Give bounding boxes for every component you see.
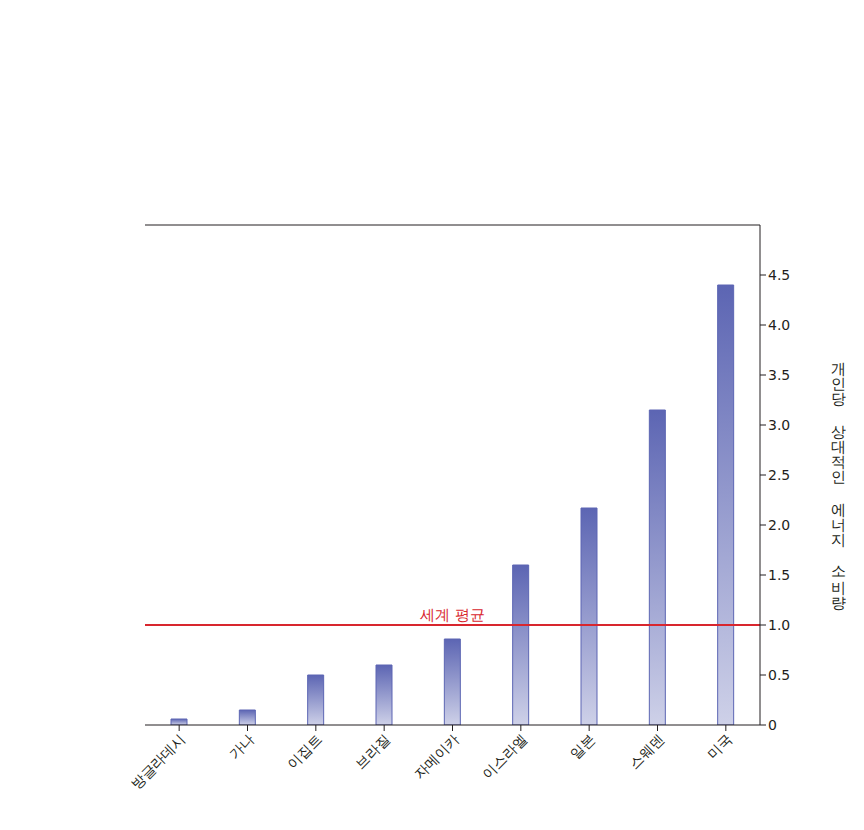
svg-text:일본: 일본 <box>567 731 598 762</box>
svg-text:브라질: 브라질 <box>352 731 393 772</box>
svg-text:이집트: 이집트 <box>284 731 325 772</box>
svg-text:3.5: 3.5 <box>768 367 790 383</box>
svg-text:1.0: 1.0 <box>768 617 790 633</box>
html-text:개인당 상대적인 에너지 소비량: 개인당 상대적인 에너지 소비량 <box>829 350 848 600</box>
svg-text:이스라엘: 이스라엘 <box>479 731 530 782</box>
svg-text:스웨덴: 스웨덴 <box>626 731 667 772</box>
svg-text:방글라데시: 방글라데시 <box>128 731 189 792</box>
svg-text:0: 0 <box>768 717 777 733</box>
svg-text:2.5: 2.5 <box>768 467 790 483</box>
svg-text:0.5: 0.5 <box>768 667 790 683</box>
svg-text:자메이카: 자메이카 <box>411 731 462 782</box>
svg-text:1.5: 1.5 <box>768 567 790 583</box>
svg-text:3.0: 3.0 <box>768 417 790 433</box>
svg-text:미국: 미국 <box>704 731 735 762</box>
svg-text:4.5: 4.5 <box>768 267 790 283</box>
svg-text:2.0: 2.0 <box>768 517 790 533</box>
svg-text:가나: 가나 <box>226 731 257 762</box>
svg-text:4.0: 4.0 <box>768 317 790 333</box>
svg-text:세계 평균: 세계 평균 <box>420 606 485 624</box>
